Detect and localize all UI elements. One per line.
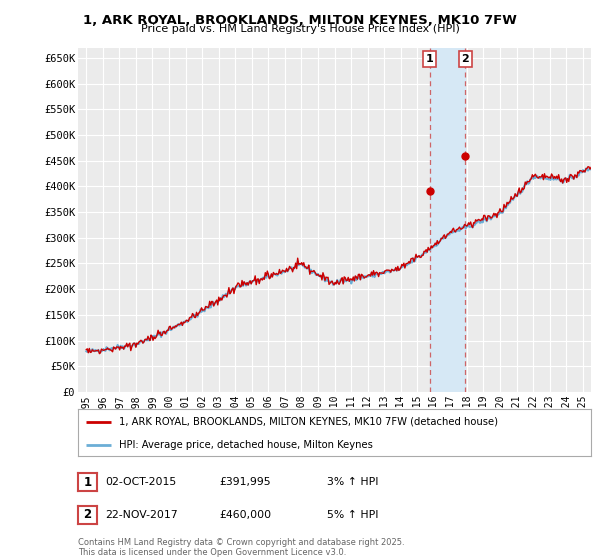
Text: 5% ↑ HPI: 5% ↑ HPI — [327, 510, 379, 520]
Text: 1, ARK ROYAL, BROOKLANDS, MILTON KEYNES, MK10 7FW: 1, ARK ROYAL, BROOKLANDS, MILTON KEYNES,… — [83, 14, 517, 27]
Text: £391,995: £391,995 — [219, 477, 271, 487]
Text: 1: 1 — [83, 475, 92, 489]
Text: 1, ARK ROYAL, BROOKLANDS, MILTON KEYNES, MK10 7FW (detached house): 1, ARK ROYAL, BROOKLANDS, MILTON KEYNES,… — [119, 417, 498, 427]
Text: £460,000: £460,000 — [219, 510, 271, 520]
Text: 22-NOV-2017: 22-NOV-2017 — [105, 510, 178, 520]
Text: Price paid vs. HM Land Registry's House Price Index (HPI): Price paid vs. HM Land Registry's House … — [140, 24, 460, 34]
Text: 1: 1 — [426, 54, 434, 64]
Bar — [430, 48, 465, 392]
Text: 2: 2 — [83, 508, 92, 521]
Text: 2: 2 — [461, 54, 469, 64]
Text: HPI: Average price, detached house, Milton Keynes: HPI: Average price, detached house, Milt… — [119, 440, 373, 450]
Text: Contains HM Land Registry data © Crown copyright and database right 2025.
This d: Contains HM Land Registry data © Crown c… — [78, 538, 404, 557]
Text: 3% ↑ HPI: 3% ↑ HPI — [327, 477, 379, 487]
Text: 02-OCT-2015: 02-OCT-2015 — [105, 477, 176, 487]
